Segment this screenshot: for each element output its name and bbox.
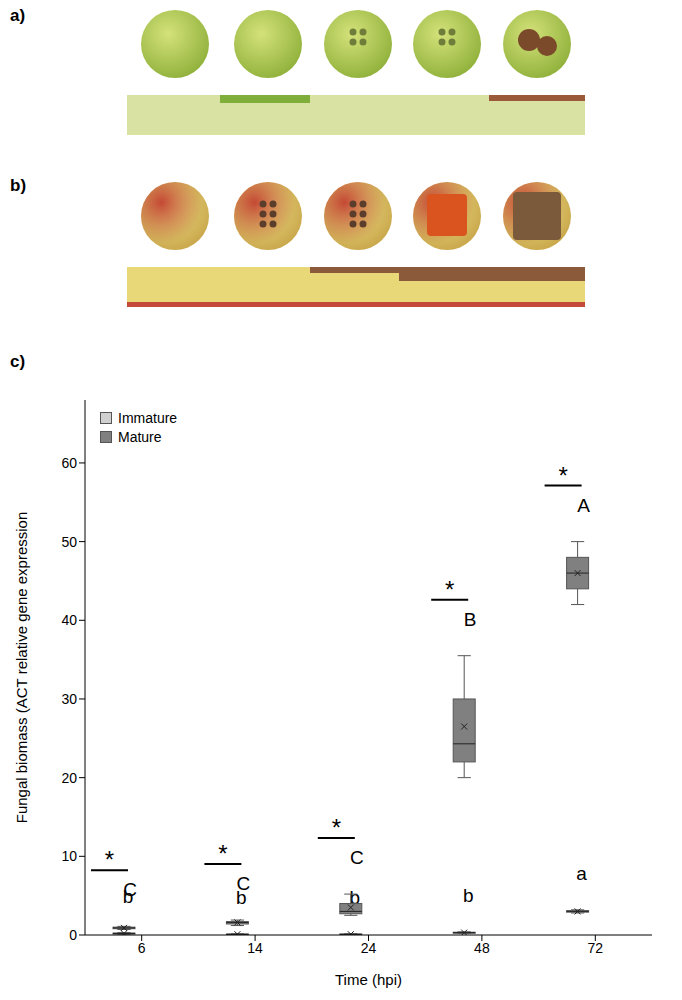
- svg-text:b: b: [236, 886, 247, 908]
- svg-text:24: 24: [361, 940, 377, 956]
- svg-text:60: 60: [61, 455, 77, 471]
- html-text:Mature: Mature: [118, 429, 162, 445]
- svg-text:*: *: [558, 462, 567, 489]
- html-text:b): b): [10, 176, 26, 195]
- html-text:a): a): [10, 6, 26, 25]
- svg-text:48: 48: [474, 940, 490, 956]
- svg-text:6: 6: [138, 940, 146, 956]
- svg-text:10: 10: [61, 848, 77, 864]
- svg-text:14: 14: [247, 940, 263, 956]
- svg-text:72: 72: [588, 940, 604, 956]
- svg-text:C: C: [123, 879, 137, 900]
- svg-text:*: *: [105, 846, 114, 873]
- svg-text:30: 30: [61, 691, 77, 707]
- svg-text:b: b: [349, 886, 361, 908]
- svg-text:C: C: [237, 873, 251, 894]
- svg-text:50: 50: [61, 534, 77, 550]
- svg-text:a: a: [576, 863, 587, 884]
- svg-text:20: 20: [61, 770, 77, 786]
- svg-text:C: C: [350, 847, 364, 868]
- svg-text:Time (hpi): Time (hpi): [335, 971, 402, 988]
- html-text:c): c): [10, 352, 26, 371]
- html-text:Immature: Immature: [118, 410, 178, 426]
- svg-text:*: *: [445, 576, 454, 603]
- svg-text:0: 0: [69, 927, 77, 943]
- svg-text:*: *: [332, 814, 341, 841]
- svg-text:A: A: [577, 495, 590, 516]
- svg-text:Fungal biomass (ACT relative g: Fungal biomass (ACT relative gene expres…: [13, 512, 30, 824]
- svg-text:b: b: [463, 885, 474, 906]
- svg-text:B: B: [464, 609, 477, 630]
- svg-text:40: 40: [61, 612, 77, 628]
- svg-text:*: *: [218, 840, 227, 867]
